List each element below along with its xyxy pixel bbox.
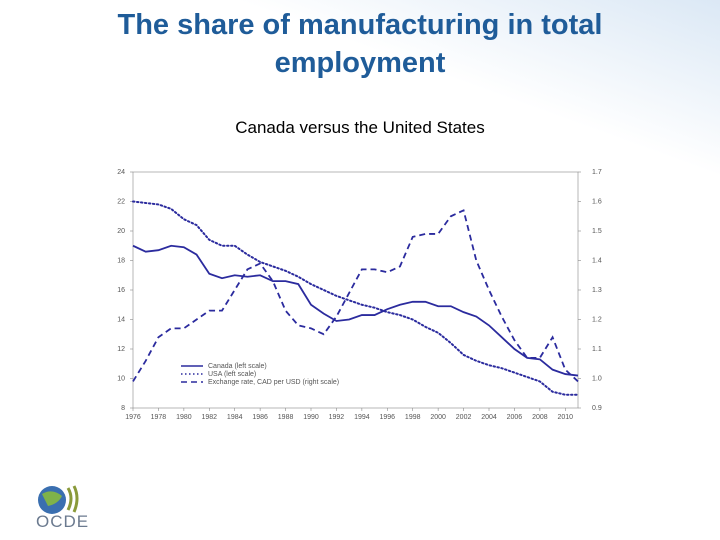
- plot-frame: [132, 171, 579, 409]
- x-tick-label: 1986: [252, 414, 268, 421]
- y-tick-label: 10: [117, 375, 125, 382]
- y2-tick-label: 1.1: [592, 346, 602, 353]
- y-tick-label: 18: [117, 257, 125, 264]
- y2-tick-label: 1.4: [592, 257, 602, 264]
- x-tick-label: 1980: [176, 414, 192, 421]
- x-tick-label: 1984: [227, 414, 243, 421]
- legend-label: USA (left scale): [208, 371, 256, 378]
- chart-subtitle: Canada versus the United States: [235, 118, 485, 137]
- x-tick-label: 1992: [329, 414, 345, 421]
- x-tick-label: 2008: [532, 414, 548, 421]
- x-tick-label: 2002: [456, 414, 472, 421]
- series-line: [132, 244, 579, 377]
- legend-label: Exchange rate, CAD per USD (right scale): [208, 379, 339, 386]
- y2-tick-label: 1.5: [592, 228, 602, 235]
- y2-tick-label: 1.3: [592, 287, 602, 294]
- x-tick-label: 2000: [430, 414, 446, 421]
- y2-tick-label: 1.0: [592, 375, 602, 382]
- x-tick-label: 1996: [379, 414, 395, 421]
- x-tick-label: 1982: [201, 414, 217, 421]
- y-tick-label: 20: [117, 228, 125, 235]
- y-tick-label: 16: [117, 287, 125, 294]
- slide-title: The share of manufacturing in total empl…: [117, 9, 603, 79]
- y-tick-label: 8: [121, 405, 125, 412]
- x-tick-label: 2004: [481, 414, 497, 421]
- legend-label: Canada (left scale): [208, 363, 267, 370]
- y-tick-label: 24: [117, 169, 125, 176]
- x-tick-label: 1976: [125, 414, 141, 421]
- x-tick-label: 1988: [278, 414, 294, 421]
- x-tick-label: 1990: [303, 414, 319, 421]
- y2-tick-label: 0.9: [592, 405, 602, 412]
- y-tick-label: 12: [117, 346, 125, 353]
- x-tick-label: 1998: [405, 414, 421, 421]
- x-tick-label: 1978: [151, 414, 167, 421]
- series-line: [132, 200, 579, 396]
- y2-tick-label: 1.7: [592, 169, 602, 176]
- x-tick-label: 2010: [557, 414, 573, 421]
- x-tick-label: 2006: [507, 414, 523, 421]
- y2-tick-label: 1.2: [592, 316, 602, 323]
- series-line: [132, 209, 579, 383]
- y2-tick-label: 1.6: [592, 198, 602, 205]
- logo-text: OCDE: [36, 512, 90, 531]
- oecd-logo-icon: [38, 485, 79, 514]
- y-tick-label: 22: [117, 198, 125, 205]
- y-tick-label: 14: [117, 316, 125, 323]
- x-tick-label: 1994: [354, 414, 370, 421]
